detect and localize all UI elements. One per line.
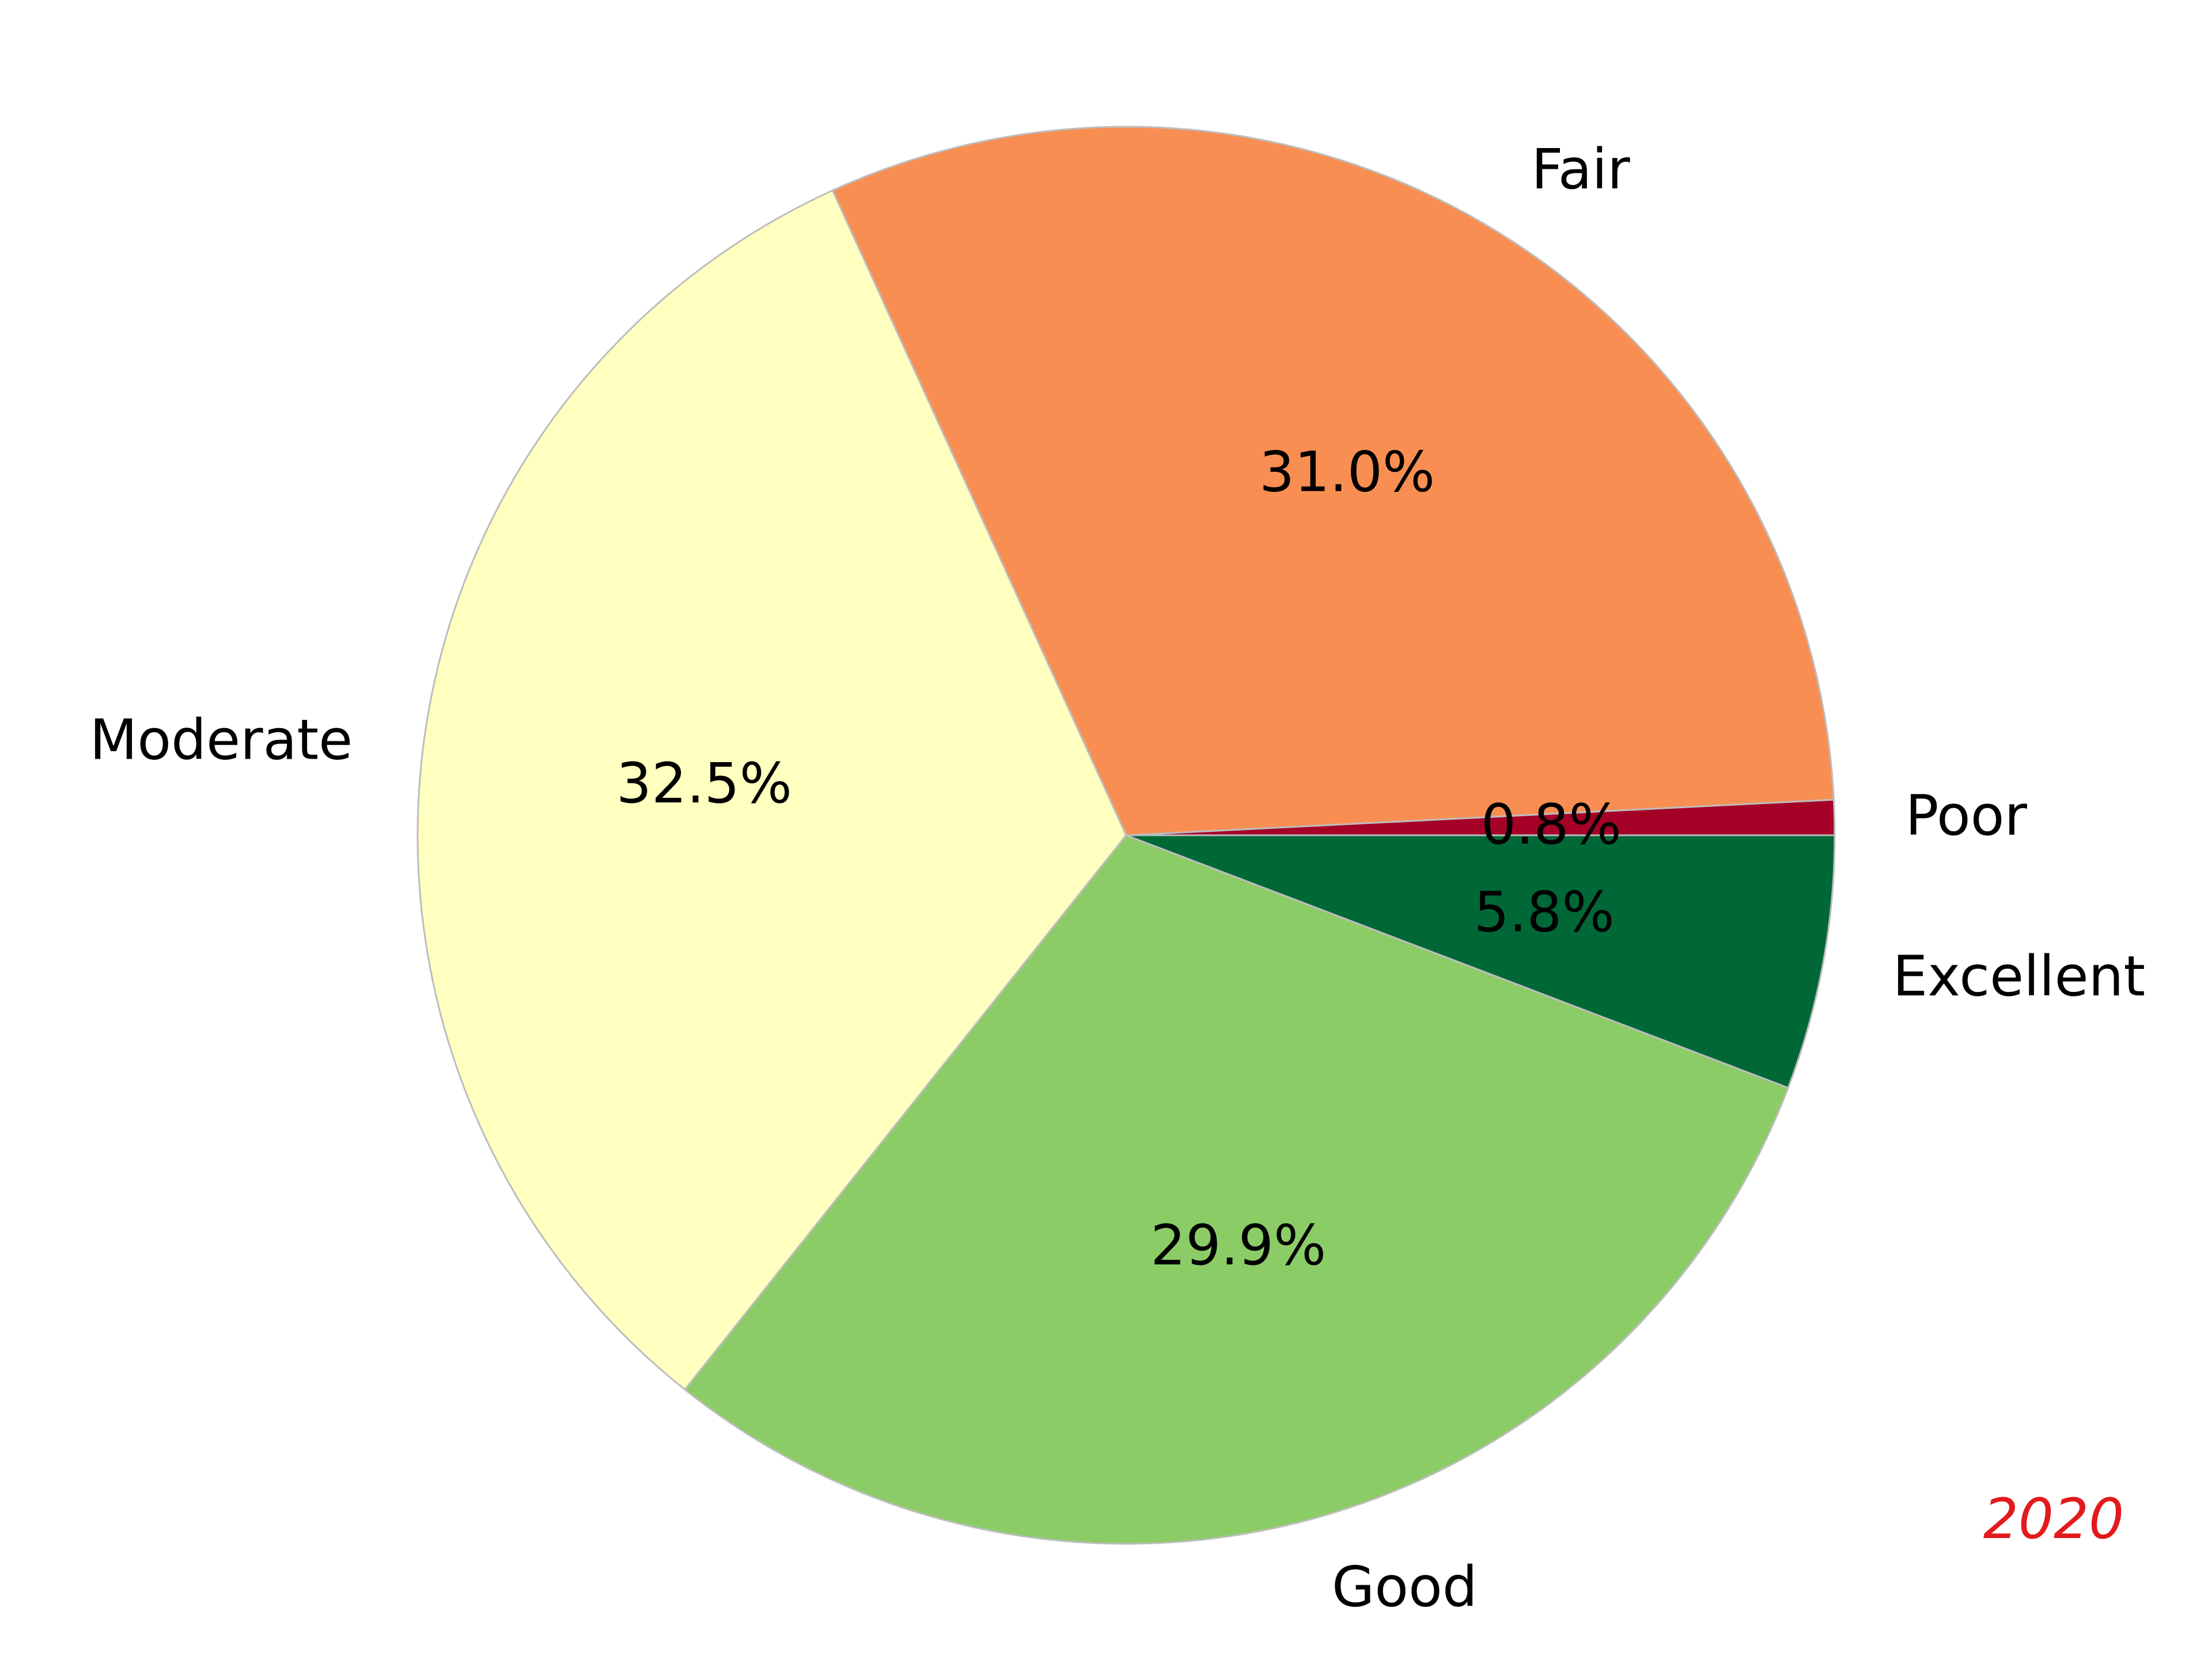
- pct-label-poor: 0.8%: [1481, 792, 1622, 857]
- pct-label-fair: 31.0%: [1259, 440, 1435, 505]
- pie-slice-fair: [831, 126, 1835, 836]
- pie-slices: [416, 126, 1836, 1545]
- category-label-excellent: Excellent: [1893, 944, 2146, 1009]
- pct-label-good: 29.9%: [1150, 1213, 1326, 1278]
- pie-labels: 0.8% Poor 31.0% Fair 32.5% Moderate 29.9% Good 5…: [90, 137, 2146, 1619]
- pct-label-moderate: 32.5%: [616, 751, 792, 816]
- category-label-poor: Poor: [1906, 783, 2028, 848]
- pie-slice-moderate: [416, 189, 1127, 1391]
- year-annotation: 2020: [1983, 1487, 2124, 1551]
- pie-slice-good: [683, 834, 1790, 1545]
- pie-slice-excellent: [1126, 834, 1836, 1089]
- category-label-good: Good: [1332, 1555, 1478, 1619]
- category-label-fair: Fair: [1531, 137, 1630, 202]
- category-label-moderate: Moderate: [90, 708, 353, 772]
- pct-label-excellent: 5.8%: [1474, 880, 1615, 945]
